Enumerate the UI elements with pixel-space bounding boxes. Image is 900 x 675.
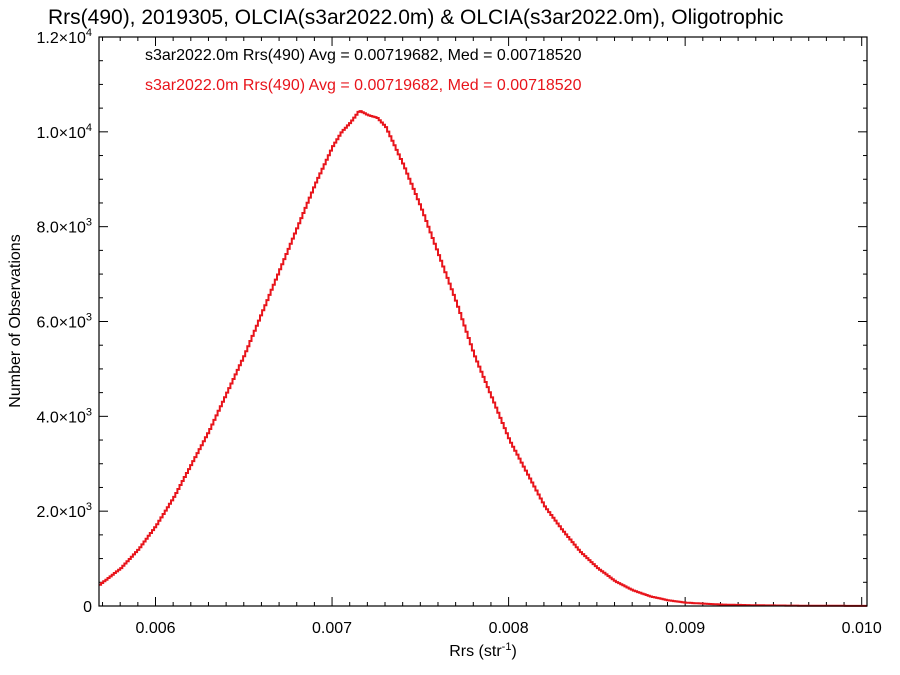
y-tick-label: 2.0×103 [36, 501, 92, 521]
legend-entry-1: s3ar2022.0m Rrs(490) Avg = 0.00719682, M… [145, 47, 582, 64]
series-layer [99, 110, 867, 607]
y-tick-label: 6.0×103 [36, 312, 92, 332]
series-line [99, 110, 867, 607]
x-tick-label: 0.006 [135, 620, 175, 637]
x-tick-label: 0.007 [312, 620, 352, 637]
x-tick-label: 0.008 [489, 620, 529, 637]
x-tick-label: 0.010 [842, 620, 882, 637]
legend-entry-2: s3ar2022.0m Rrs(490) Avg = 0.00719682, M… [145, 77, 582, 94]
y-tick-label: 4.0×103 [36, 406, 92, 426]
axis-ticks: 0.006 0.007 0.008 0.009 0.010 0 2.0×103 4.0×103… [36, 27, 881, 637]
y-tick-label: 0 [83, 599, 92, 616]
plot-frame [98, 36, 868, 607]
chart-title: Rrs(490), 2019305, OLCIA(s3ar2022.0m) & … [48, 6, 783, 29]
y-tick-label: 1.0×104 [36, 122, 92, 142]
x-tick-label: 0.009 [665, 620, 705, 637]
x-axis-label: Rrs (str-1) [449, 641, 517, 660]
y-tick-label: 8.0×103 [36, 217, 92, 237]
y-tick-label: 1.2×104 [36, 27, 92, 47]
y-axis-label: Number of Observations [7, 234, 24, 407]
